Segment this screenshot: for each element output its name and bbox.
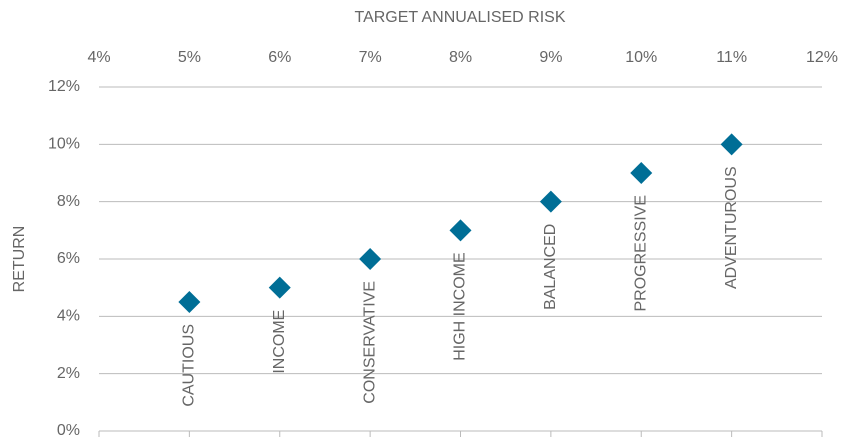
point [359,248,382,270]
x-tick-label: 11% [716,49,747,66]
x-tick-label: 9% [539,49,562,66]
point [720,133,743,156]
point [630,162,653,184]
y-tick-label: 6% [57,250,80,267]
y-tick-label: 8% [57,193,80,210]
x-tick-label: 10% [625,49,657,66]
y-tick-label: 12% [48,78,80,95]
x-axis-title: TARGET ANNUALISED RISK [354,9,565,26]
x-tick-label: 4% [87,49,110,66]
point-label: PROGRESSIVE [632,195,649,311]
point-label: CONSERVATIVE [361,281,378,404]
y-tick-label: 2% [57,365,80,382]
y-axis-title: RETURN [11,226,28,293]
point [178,291,201,313]
point [449,219,472,242]
x-tick-label: 8% [449,49,472,66]
x-tick-label: 6% [268,49,291,66]
point-label: BALANCED [542,224,559,310]
y-tick-label: 0% [57,422,80,439]
point [539,190,562,213]
point [268,276,291,299]
x-tick-label: 7% [359,49,382,66]
x-tick-label: 5% [178,49,201,66]
point-label: ADVENTUROUS [723,166,740,289]
y-tick-label: 4% [57,308,80,325]
point-label: INCOME [271,310,288,374]
point-label: CAUTIOUS [181,324,198,407]
point-label: HIGH INCOME [452,252,469,360]
y-tick-label: 10% [48,136,80,153]
x-tick-label: 12% [806,49,838,66]
